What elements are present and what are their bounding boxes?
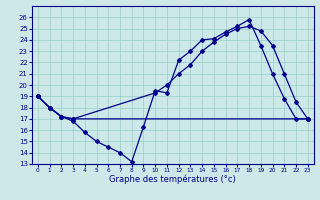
X-axis label: Graphe des températures (°c): Graphe des températures (°c) xyxy=(109,175,236,184)
